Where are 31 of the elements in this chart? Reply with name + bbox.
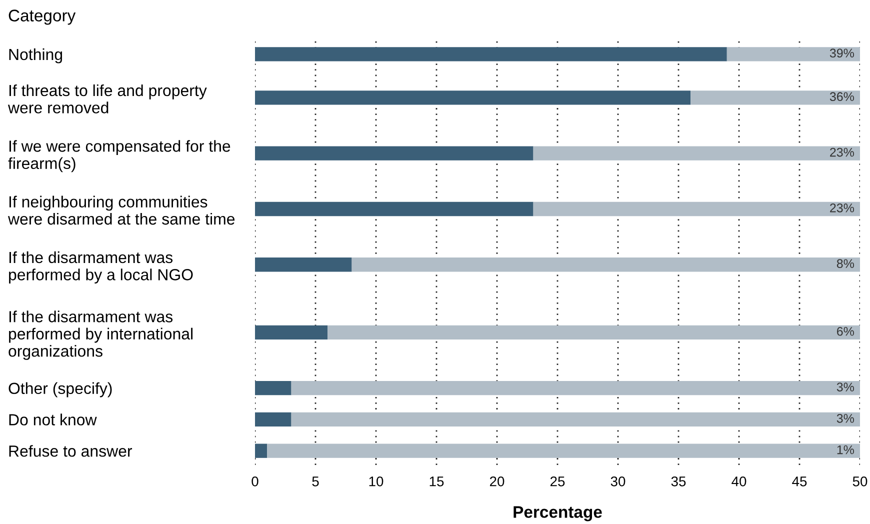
x-tick-label: 30 bbox=[610, 476, 626, 486]
y-axis-title: Category bbox=[8, 10, 76, 25]
x-tick-label: 0 bbox=[252, 476, 258, 486]
x-tick-label: 45 bbox=[792, 476, 807, 486]
x-tick-label: 5 bbox=[312, 476, 319, 486]
annotation: 3% bbox=[836, 414, 854, 423]
annotation: 36% bbox=[830, 92, 854, 102]
x-tick-label: 35 bbox=[671, 476, 686, 486]
y-tick-label: If we were compensated for the firearm(s) bbox=[8, 140, 230, 172]
annotation: 6% bbox=[837, 326, 854, 336]
y-tick-label: If threats to life and property were removed bbox=[8, 84, 207, 114]
y-tick-label: Do not know bbox=[9, 414, 97, 426]
x-tick-label: 40 bbox=[732, 476, 746, 486]
x-tick-label: 15 bbox=[430, 476, 444, 486]
y-tick-label: If the disarmament was performed by a local NGO bbox=[9, 251, 193, 284]
x-tick-label: 25 bbox=[550, 476, 565, 486]
x-tick-label: 10 bbox=[369, 476, 384, 486]
annotation: 1% bbox=[837, 445, 854, 454]
x-axis-title: Percentage bbox=[514, 506, 602, 522]
annotation: 8% bbox=[836, 259, 854, 268]
annotation: 3% bbox=[836, 382, 854, 392]
annotation: 23% bbox=[830, 203, 854, 212]
y-tick-label: If the disarmament was performed by international organizations bbox=[8, 310, 192, 360]
x-tick-label: 50 bbox=[852, 476, 868, 486]
x-tick-label: 20 bbox=[490, 476, 504, 486]
annotation: 23% bbox=[830, 148, 854, 157]
y-tick-label: Other (specify) bbox=[8, 382, 112, 398]
y-tick-label: Refuse to answer bbox=[9, 445, 132, 457]
y-tick-label: Nothing bbox=[9, 48, 62, 64]
annotation: 39% bbox=[830, 48, 854, 58]
y-tick-label: If neighbouring communities were disarmed at the same time bbox=[8, 196, 235, 225]
